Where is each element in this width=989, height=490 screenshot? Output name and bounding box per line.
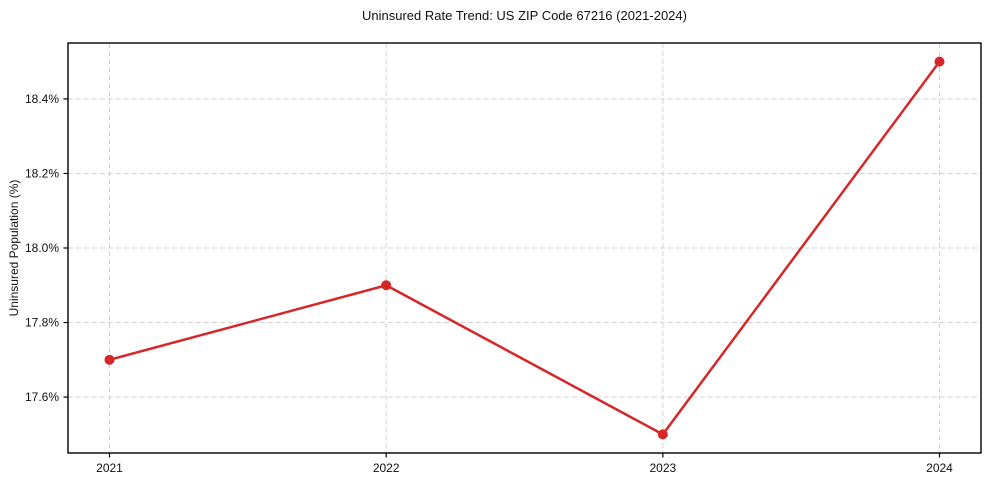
x-tick-label: 2022 bbox=[373, 461, 400, 475]
data-point-marker bbox=[934, 56, 945, 67]
data-point-marker bbox=[104, 354, 115, 365]
y-tick-label: 18.4% bbox=[25, 92, 59, 106]
x-tick-label: 2023 bbox=[649, 461, 676, 475]
trend-line bbox=[108, 60, 941, 436]
y-tick-label: 17.8% bbox=[25, 316, 59, 330]
y-tick-label: 18.2% bbox=[25, 166, 59, 180]
y-tick-label: 17.6% bbox=[25, 390, 59, 404]
data-point-marker bbox=[381, 280, 392, 291]
y-tick-label: 18.0% bbox=[25, 241, 59, 255]
x-tick-label: 2024 bbox=[926, 461, 953, 475]
chart-title: Uninsured Rate Trend: US ZIP Code 67216 … bbox=[362, 8, 687, 23]
x-tick-label: 2021 bbox=[96, 461, 123, 475]
data-point-marker bbox=[657, 429, 668, 440]
